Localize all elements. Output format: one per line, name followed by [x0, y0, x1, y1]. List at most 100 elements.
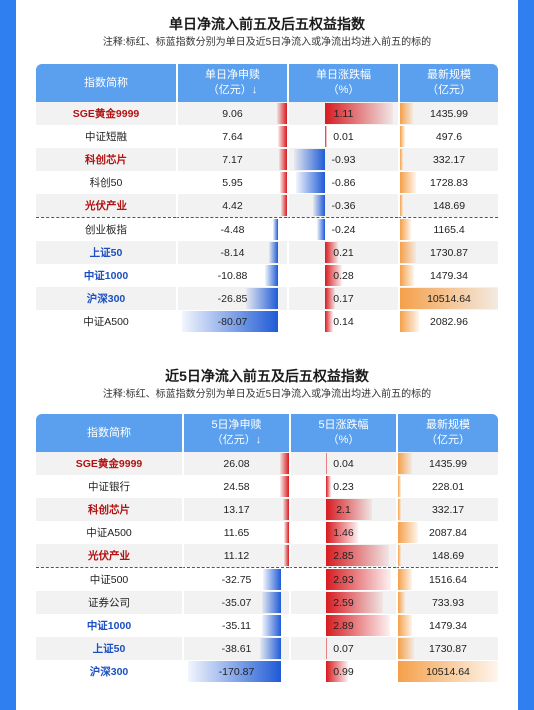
change-bar: [293, 149, 325, 170]
scale-bar: [400, 103, 414, 124]
net-flow-cell: 13.17: [182, 498, 289, 521]
change-cell: -0.24: [287, 217, 398, 241]
index-name: 证券公司: [36, 591, 182, 614]
change-cell: 2.89: [289, 614, 396, 637]
scale-value: 148.69: [432, 199, 466, 212]
scale-bar: [400, 288, 498, 309]
scale-value: 148.69: [431, 549, 465, 562]
column-header-line2: （%）: [327, 434, 360, 446]
change-value: 0.21: [333, 246, 354, 259]
change-bar: [324, 288, 336, 309]
change-value: 0.99: [333, 665, 354, 678]
change-value: 1.11: [333, 107, 354, 120]
net-flow-value: 9.06: [222, 107, 243, 120]
table-row: 沪深300 -170.87 0.99 10514.64: [36, 660, 498, 683]
scale-value: 1730.87: [429, 642, 467, 655]
net-flow-cell: 11.65: [182, 521, 289, 544]
net-flow-bar: [259, 638, 281, 659]
net-flow-cell: -170.87: [182, 660, 289, 683]
scale-bar: [398, 499, 402, 520]
net-flow-value: 11.65: [223, 526, 250, 539]
net-flow-bar: [281, 195, 287, 216]
change-bar: [325, 661, 348, 682]
scale-value: 2087.84: [429, 526, 467, 539]
index-name: 中证A500: [36, 310, 176, 333]
change-value: 0.07: [333, 642, 354, 655]
net-flow-value: 11.12: [223, 549, 250, 562]
change-value: -0.93: [331, 153, 356, 166]
scale-cell: 1165.4: [398, 217, 498, 241]
column-header-line2: （亿元）↓: [211, 434, 262, 446]
scale-value: 1516.64: [429, 573, 467, 586]
scale-bar: [398, 592, 405, 613]
net-flow-value: -35.11: [222, 619, 251, 632]
change-cell: -0.86: [287, 171, 398, 194]
table-row: 上证50 -38.61 0.07 1730.87: [36, 637, 498, 660]
change-bar: [325, 615, 390, 636]
net-flow-cell: -10.88: [176, 264, 287, 287]
scale-bar: [400, 219, 411, 240]
scale-cell: 1728.83: [398, 171, 498, 194]
scale-bar: [398, 615, 413, 636]
net-flow-bar: [261, 615, 281, 636]
net-flow-value: -170.87: [218, 665, 255, 678]
five-day-flow-table: 指数简称 5日净申赎 （亿元）↓ 5日涨跌幅 （%） 最新规模 （亿元） SGE黄金9999…: [36, 414, 498, 683]
scale-cell: 1435.99: [396, 452, 498, 475]
index-name: 中证A500: [36, 521, 182, 544]
net-flow-value: 7.17: [222, 153, 243, 166]
column-header-line1: 指数简称: [87, 426, 131, 439]
section-note: 注释:标红、标蓝指数分别为单日及近5日净流入或净流出均进入前五的标的: [102, 37, 432, 48]
table-row: 中证A500 11.65 1.46 2087.84: [36, 521, 498, 544]
scale-bar: [398, 569, 413, 590]
net-flow-bar: [278, 126, 287, 147]
scale-value: 10514.64: [427, 292, 471, 305]
net-flow-bar: [265, 265, 279, 286]
change-bar: [325, 522, 359, 543]
change-cell: -0.93: [287, 148, 398, 171]
index-name: 中证1000: [36, 264, 176, 287]
net-flow-bar: [279, 476, 289, 497]
net-flow-bar: [283, 522, 289, 543]
net-flow-bar: [262, 569, 281, 590]
change-value: -0.36: [331, 199, 356, 212]
change-bar: [325, 638, 328, 659]
column-header-line1: 单日涨跌幅: [316, 69, 371, 81]
daily-flow-section: 单日净流入前五及后五权益指数 注释:标红、标蓝指数分别为单日及近5日净流入或净流…: [16, 14, 518, 50]
net-flow-bar: [188, 661, 281, 682]
table-row: 中证短融 7.64 0.01 497.6: [36, 125, 498, 148]
index-name: SGE黄金9999: [36, 102, 176, 125]
change-value: 0.28: [333, 269, 354, 282]
table-row: 中证A500 -80.07 0.14 2082.96: [36, 310, 498, 333]
net-flow-bar: [283, 499, 289, 520]
change-value: 0.17: [333, 292, 354, 305]
scale-cell: 1730.87: [398, 241, 498, 264]
net-flow-value: -8.14: [220, 246, 245, 259]
net-flow-cell: 5.95: [176, 171, 287, 194]
index-name: 上证50: [36, 241, 176, 264]
column-header-0: 指数简称: [36, 414, 182, 452]
scale-cell: 2082.96: [398, 310, 498, 333]
net-flow-value: -38.61: [221, 642, 252, 655]
scale-bar: [400, 265, 414, 286]
scale-cell: 148.69: [398, 194, 498, 217]
column-header-2: 5日涨跌幅 （%）: [289, 414, 396, 452]
index-name: 科创芯片: [36, 148, 176, 171]
net-flow-bar: [278, 149, 287, 170]
scale-value: 1435.99: [429, 457, 467, 470]
table-row: 证券公司 -35.07 2.59 733.93: [36, 591, 498, 614]
change-bar: [325, 569, 391, 590]
change-cell: 0.17: [287, 287, 398, 310]
column-header-line1: 单日净申赎: [205, 69, 260, 81]
scale-cell: 497.6: [398, 125, 498, 148]
index-name: 沪深300: [36, 287, 176, 310]
net-flow-value: -26.85: [217, 292, 248, 305]
change-cell: 2.85: [289, 544, 396, 567]
table-row: 光伏产业 11.12 2.85 148.69: [36, 544, 498, 567]
scale-bar: [400, 242, 417, 263]
index-name: 科创50: [36, 171, 176, 194]
scale-value: 1479.34: [429, 619, 467, 632]
scale-bar: [400, 149, 404, 170]
column-header-line1: 最新规模: [426, 419, 470, 431]
net-flow-cell: -4.48: [176, 217, 287, 241]
change-cell: 0.21: [287, 241, 398, 264]
